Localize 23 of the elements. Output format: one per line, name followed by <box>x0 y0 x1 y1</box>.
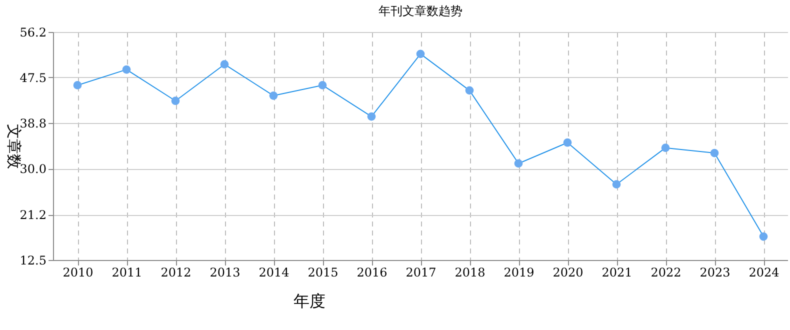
x-tick-label: 2021 <box>602 266 632 280</box>
x-tick-label: 2015 <box>308 266 338 280</box>
y-tick-label: 38.8 <box>20 116 46 130</box>
x-axis-title: 年度 <box>294 292 326 310</box>
x-tick-label: 2014 <box>258 266 290 280</box>
x-tick-label: 2013 <box>210 266 240 280</box>
chart-title: 年刊文章数趋势 <box>378 4 462 18</box>
x-tick-label: 2016 <box>356 266 388 280</box>
x-tick-label: 2018 <box>454 266 486 280</box>
x-tick-label: 2010 <box>62 266 94 280</box>
x-tick-label: 2017 <box>406 266 436 280</box>
x-tick-label: 2024 <box>748 266 780 280</box>
x-tick-label: 2012 <box>160 266 192 280</box>
y-tick-label: 56.2 <box>20 26 46 40</box>
y-tick-label: 21.2 <box>20 208 46 222</box>
x-tick-label: 2011 <box>112 266 142 280</box>
x-tick-label: 2023 <box>700 266 730 280</box>
y-tick-label: 30.0 <box>20 162 46 176</box>
x-tick-label: 2020 <box>552 266 584 280</box>
y-tick-label: 47.5 <box>20 70 46 85</box>
y-tick-label: 12.5 <box>20 254 46 268</box>
x-tick-label: 2022 <box>650 266 682 280</box>
x-tick-label: 2019 <box>504 266 534 280</box>
